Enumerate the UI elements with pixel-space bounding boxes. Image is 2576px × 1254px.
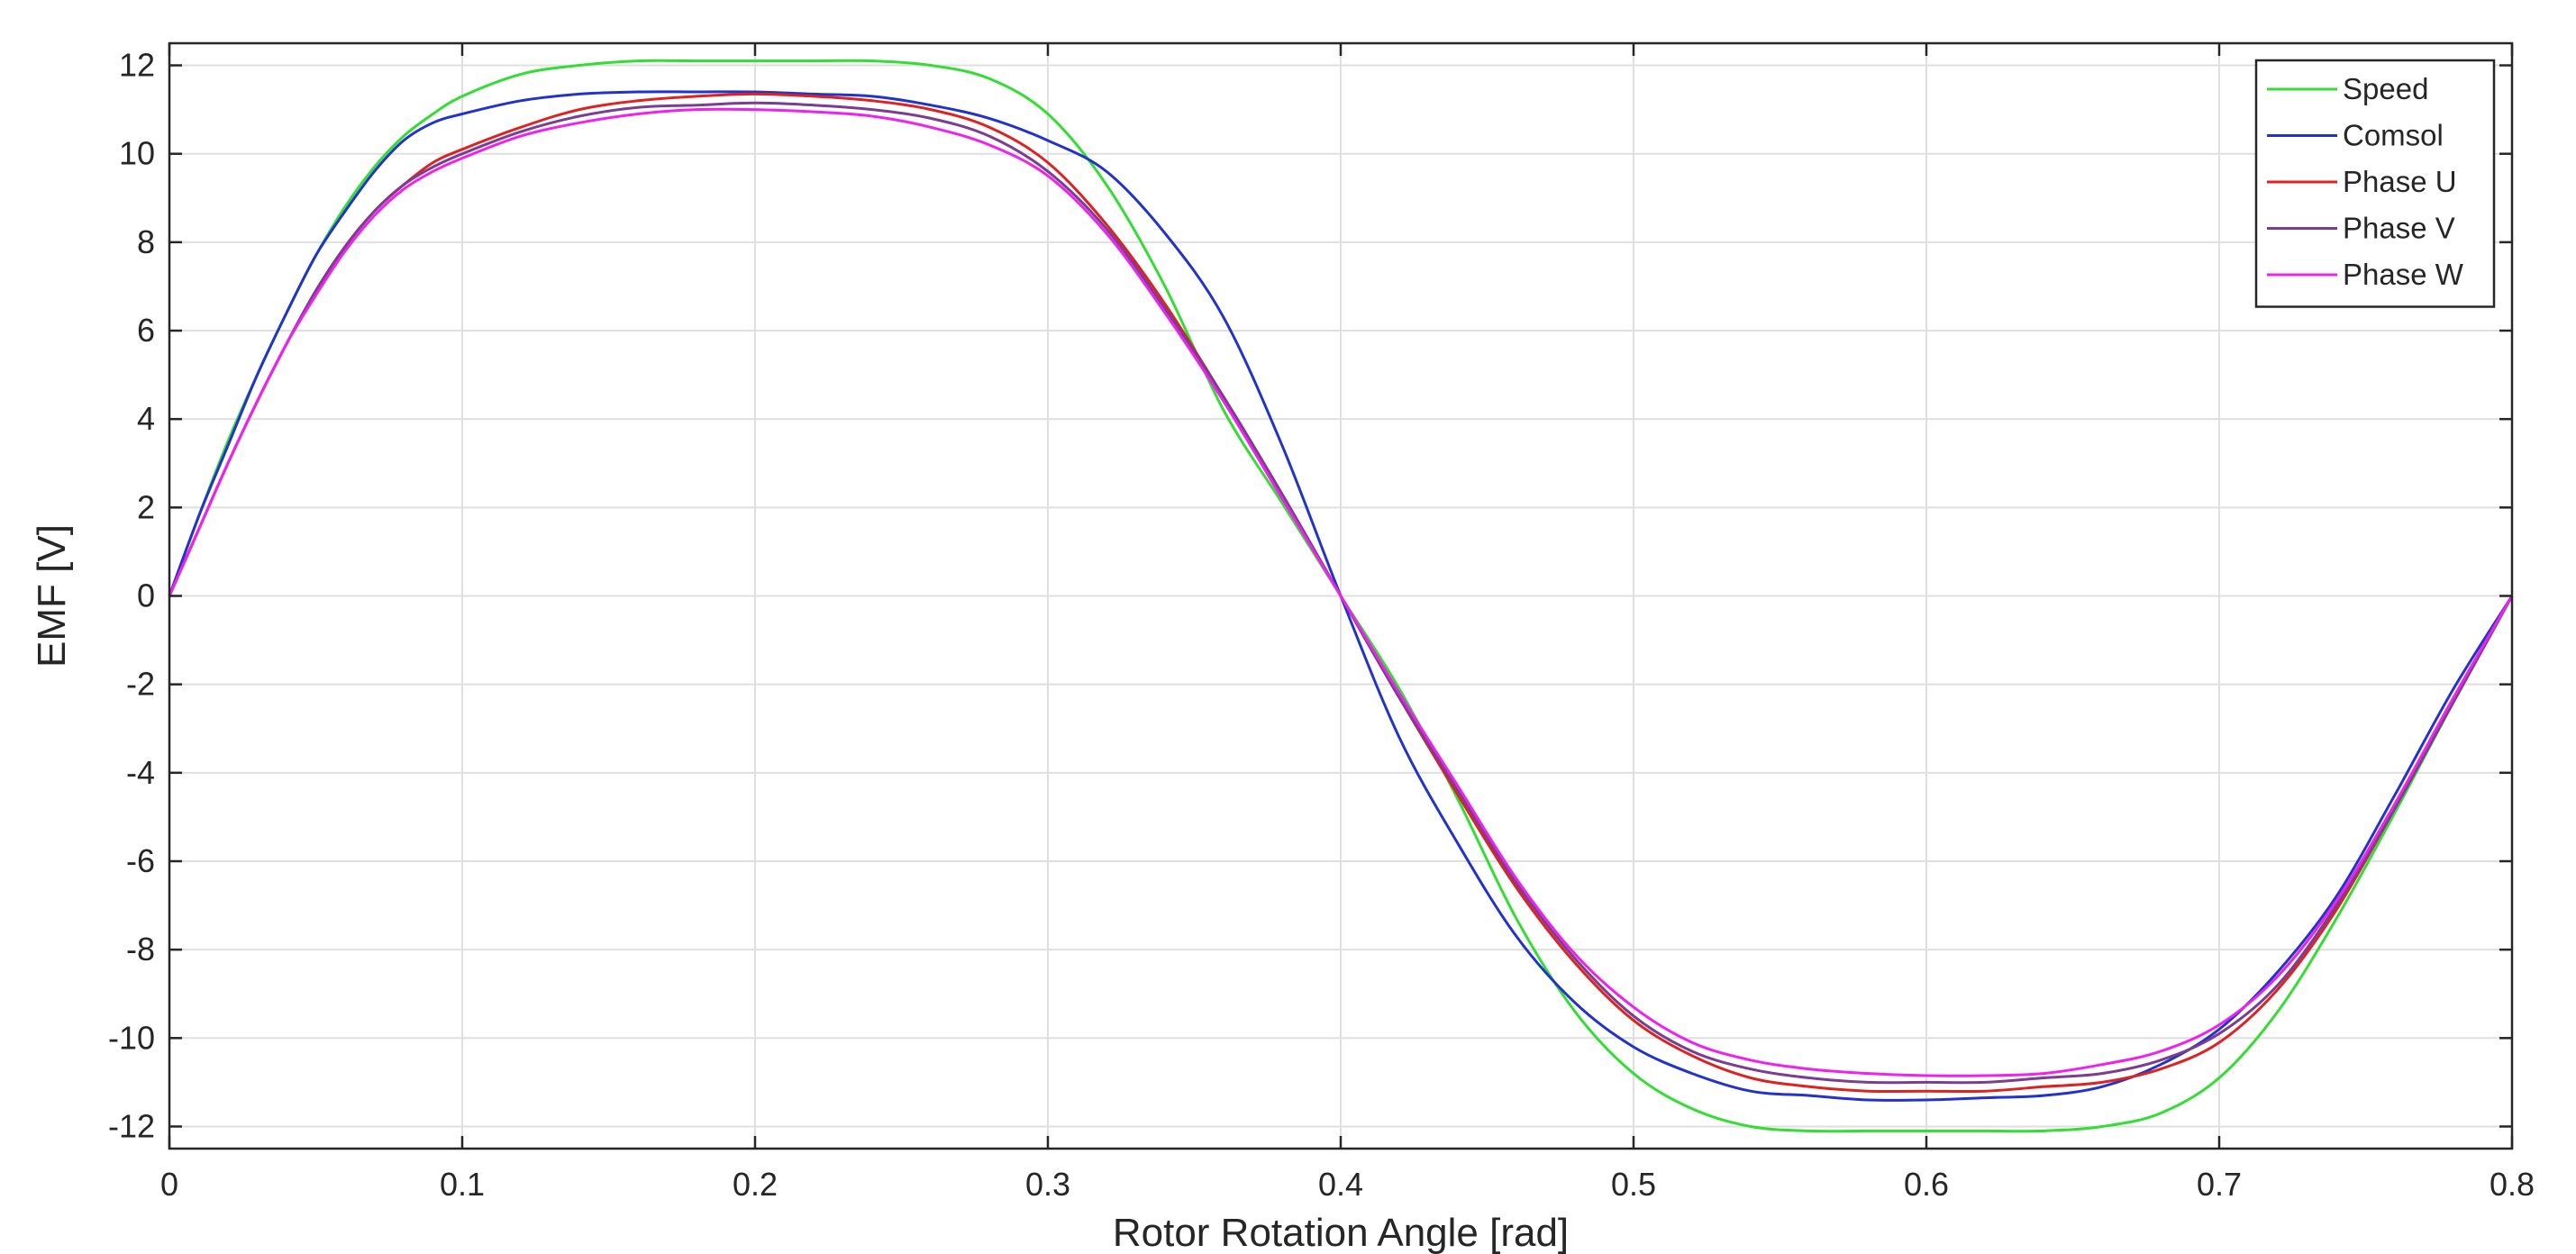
x-tick-label: 0.8 (2490, 1166, 2535, 1203)
y-tick-label: -12 (108, 1107, 155, 1144)
legend-items: Speed Comsol Phase U Phase V Phase W (2267, 72, 2464, 291)
x-tick-label: 0.3 (1025, 1166, 1070, 1203)
legend[interactable]: Speed Comsol Phase U Phase V Phase W (2254, 59, 2496, 308)
y-tick-label: 6 (137, 312, 155, 349)
y-tick-label: 0 (137, 577, 155, 614)
y-tick-label: -10 (108, 1019, 155, 1056)
y-tick-label: 2 (137, 488, 155, 525)
x-axis-tick-labels: 0 0.1 0.2 0.3 0.4 0.5 0.6 0.7 0.8 (160, 1166, 2535, 1203)
legend-label-phase-w: Phase W (2343, 258, 2464, 291)
series-line-phase-v (168, 101, 2514, 1085)
y-axis-tick-labels: -12 -10 -8 -6 -4 -2 0 2 4 6 8 10 12 (108, 47, 155, 1145)
x-axis-label: Rotor Rotation Angle [rad] (1113, 1211, 1569, 1254)
y-tick-label: 12 (119, 47, 155, 84)
legend-label-phase-v: Phase V (2343, 212, 2455, 245)
legend-label-speed: Speed (2343, 72, 2428, 105)
y-tick-label: -6 (126, 842, 155, 879)
x-tick-label: 0.4 (1318, 1166, 1363, 1203)
series-line-speed (168, 59, 2514, 1133)
x-tick-label: 0.2 (733, 1166, 778, 1203)
x-tick-label: 0.7 (2197, 1166, 2242, 1203)
y-tick-label: -8 (126, 931, 155, 968)
grid (168, 43, 2513, 1149)
series-line-phase-w (168, 107, 2514, 1077)
axis-ticks (168, 43, 2514, 1149)
x-tick-label: 0.6 (1904, 1166, 1949, 1203)
y-tick-label: -4 (126, 754, 155, 791)
legend-label-phase-u: Phase U (2343, 165, 2457, 198)
y-axis-label: EMF [V] (30, 524, 74, 668)
x-tick-label: 0.1 (440, 1166, 485, 1203)
y-tick-label: 10 (119, 135, 155, 172)
plot-series (168, 59, 2514, 1133)
legend-box (2254, 59, 2496, 308)
x-tick-label: 0.5 (1611, 1166, 1656, 1203)
legend-label-comsol: Comsol (2343, 119, 2444, 152)
y-tick-label: 8 (137, 223, 155, 260)
x-tick-label: 0 (160, 1166, 178, 1203)
series-line-comsol (168, 90, 2514, 1102)
y-tick-label: 4 (137, 400, 155, 437)
y-tick-label: -2 (126, 666, 155, 703)
